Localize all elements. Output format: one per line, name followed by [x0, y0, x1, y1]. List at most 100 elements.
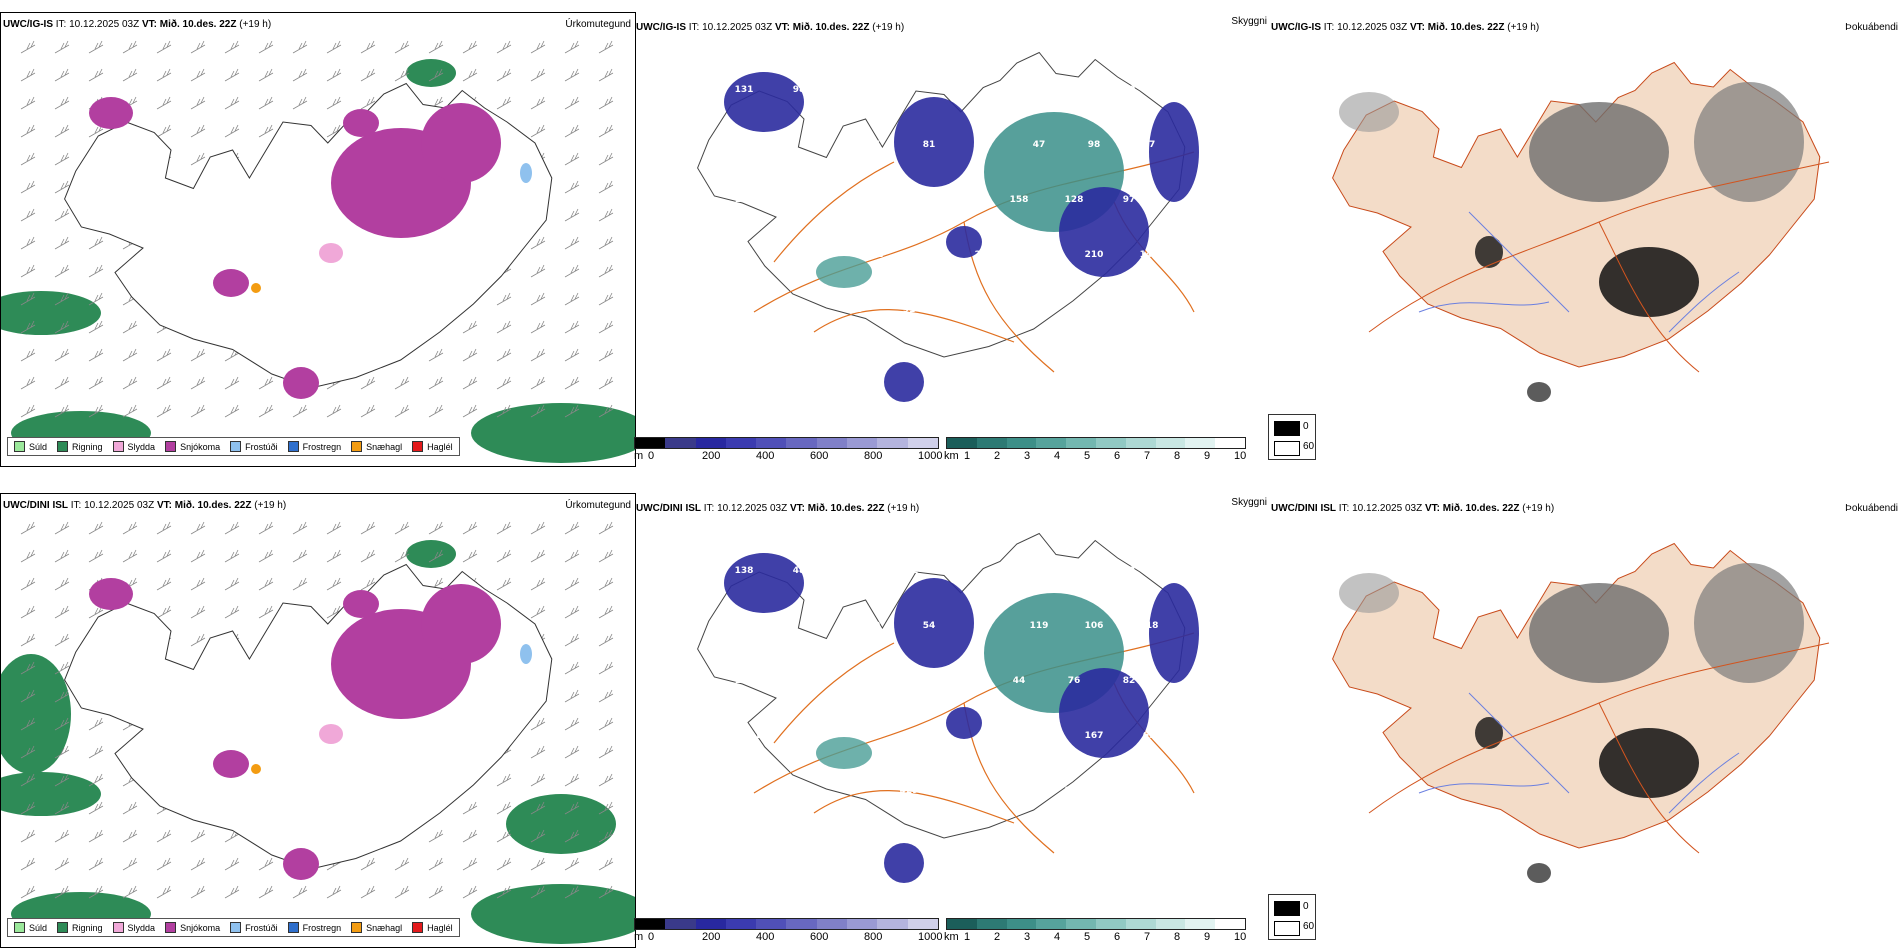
rain-area — [1, 772, 101, 816]
visibility-value-label: 149 — [955, 195, 974, 205]
wind-barb — [122, 549, 138, 563]
wind-barb — [20, 320, 36, 334]
wind-barb — [564, 633, 580, 647]
wind-barb — [258, 885, 274, 899]
colorbar-tick-label: 3 — [1024, 450, 1031, 462]
colorbar-segment — [907, 438, 938, 448]
visibility-value-label: 84 — [738, 786, 751, 796]
wind-barb — [122, 801, 138, 815]
wind-barb — [20, 661, 36, 675]
wind-barb — [20, 773, 36, 787]
low-visibility-area — [816, 256, 872, 288]
wind-barb — [54, 376, 70, 390]
panel-variable-label: Skyggni — [1231, 16, 1267, 27]
visibility-value-label: 50 — [1123, 85, 1136, 95]
visibility-panel: UWC/IG-IS IT: 10.12.2025 03Z VT: Mið. 10… — [634, 12, 1269, 465]
wind-barb — [530, 577, 546, 591]
wind-barb — [496, 521, 512, 535]
colorbar-tick-label: 4 — [1054, 450, 1061, 462]
colorbar-segment — [635, 919, 666, 929]
legend-item: Snjókoma — [165, 441, 220, 452]
wind-barb — [156, 40, 172, 54]
fog-map — [1332, 542, 1830, 883]
visibility-value-label: 146 — [1140, 250, 1159, 260]
colorbar-tick-label: 6 — [1114, 931, 1121, 943]
visibility-value-label: 429 — [900, 786, 919, 796]
wind-barb — [496, 801, 512, 815]
wind-barb — [462, 549, 478, 563]
wind-barb — [564, 180, 580, 194]
wind-barb — [598, 152, 614, 166]
panel-variable-label: Úrkomutegund — [565, 500, 631, 511]
wind-barb — [564, 40, 580, 54]
wind-barb — [20, 633, 36, 647]
visibility-value-label: 65 — [793, 786, 806, 796]
wind-barb — [530, 376, 546, 390]
wind-barb — [564, 717, 580, 731]
wind-barb — [292, 577, 308, 591]
precip-map — [1, 521, 635, 944]
fog-key-dark-label: 0 — [1303, 901, 1309, 912]
colorbar-tick-label: 1000 — [918, 450, 943, 462]
wind-barb — [156, 549, 172, 563]
colorbar-segment — [1125, 919, 1156, 929]
wind-barb — [462, 40, 478, 54]
visibility-value-label: 102 — [865, 250, 884, 260]
wind-barb — [428, 549, 444, 563]
visibility-value-label: 97 — [1123, 195, 1136, 205]
wind-barb — [20, 829, 36, 843]
wind-barb — [20, 885, 36, 899]
wind-barb — [564, 745, 580, 759]
visibility-value-label: 96 — [813, 731, 826, 741]
wind-barb — [190, 96, 206, 110]
colorbar-segment — [847, 438, 878, 448]
visibility-value-label: 138 — [735, 566, 754, 576]
wind-barb — [598, 320, 614, 334]
wind-barb — [598, 605, 614, 619]
precip-type-panel: UWC/DINI ISL IT: 10.12.2025 03Z VT: Mið.… — [0, 493, 636, 948]
wind-barb — [54, 801, 70, 815]
wind-barb — [54, 773, 70, 787]
visibility-value-label: 47 — [1033, 140, 1046, 150]
wind-barb — [428, 885, 444, 899]
visibility-colorbar — [946, 437, 1246, 449]
wind-barb — [20, 689, 36, 703]
colorbar-segment — [907, 919, 938, 929]
wind-barb — [54, 605, 70, 619]
visibility-value-label: 104 — [1010, 305, 1029, 315]
wind-barb — [564, 801, 580, 815]
visibility-value-label: 124 — [900, 676, 919, 686]
wind-barb — [224, 124, 240, 138]
visibility-value-label: 83 — [958, 566, 971, 576]
visibility-ticks: km 1 2 3 4 5 6 7 8 9 10 — [944, 931, 1254, 945]
wind-barb — [530, 40, 546, 54]
colorbar-segment — [1095, 919, 1126, 929]
wind-barb — [598, 661, 614, 675]
wind-barb — [88, 773, 104, 787]
wind-barb — [326, 605, 342, 619]
visibility-value-label: 199 — [955, 786, 974, 796]
fog-shading — [1529, 102, 1669, 202]
wind-barb — [20, 208, 36, 222]
river-line — [1418, 301, 1550, 313]
wind-barb — [394, 376, 410, 390]
elevation-area — [894, 578, 974, 668]
wind-barb — [564, 348, 580, 362]
wind-barb — [462, 885, 478, 899]
visibility-value-label: 98 — [793, 85, 806, 95]
wind-barb — [564, 549, 580, 563]
visibility-value-label: 76 — [1068, 676, 1081, 686]
wind-barb — [224, 577, 240, 591]
wind-barb — [598, 292, 614, 306]
wind-barb — [496, 376, 512, 390]
legend-label: Rigning — [72, 922, 103, 933]
visibility-colorbar — [946, 918, 1246, 930]
wind-barb — [156, 96, 172, 110]
legend-swatch — [351, 441, 363, 452]
precip-legend: Súld Rigning Slydda Snjókoma Frostúði Frostre… — [7, 437, 460, 456]
wind-barb — [530, 320, 546, 334]
wind-barb — [156, 885, 172, 899]
wind-barb — [326, 124, 342, 138]
colorbar-segment — [1066, 438, 1096, 448]
fog-shading — [1694, 82, 1804, 202]
